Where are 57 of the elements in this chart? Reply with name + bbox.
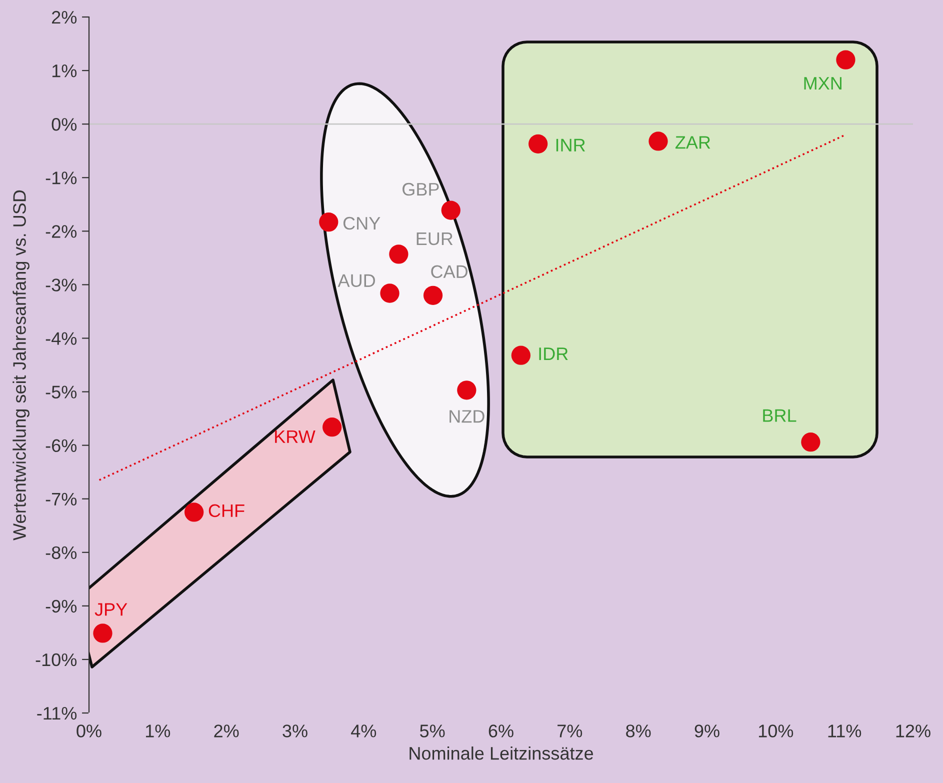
x-tick-label: 2% xyxy=(214,724,239,738)
annotation: EUR xyxy=(416,232,453,246)
y-tick-label: -2% xyxy=(46,225,77,238)
y-tick-label: -10% xyxy=(36,653,77,666)
y-tick-label: -5% xyxy=(46,386,77,398)
x-tick-label: 6% xyxy=(488,724,514,738)
y-tick-label: -9% xyxy=(46,600,77,613)
point xyxy=(511,346,530,365)
y-tick-label: 0% xyxy=(52,118,77,131)
annotation: AUD xyxy=(338,274,376,287)
y-tick-label: -4% xyxy=(46,332,77,345)
annotation: KRW xyxy=(275,430,316,443)
x-tick-label: 11% xyxy=(828,724,862,738)
x-tick-label: 12% xyxy=(896,724,930,738)
x-tick-label: 5% xyxy=(420,724,445,738)
annotation: MXN xyxy=(804,77,842,90)
point xyxy=(93,624,112,643)
point xyxy=(457,380,476,400)
x-tick-label: 8% xyxy=(626,724,651,738)
point xyxy=(319,212,338,232)
point xyxy=(836,50,856,70)
annotation: CNY xyxy=(343,216,380,230)
annotation: ZAR xyxy=(675,136,710,149)
x-tick-label: 9% xyxy=(694,724,720,738)
annotation: BRL xyxy=(763,409,796,422)
point xyxy=(423,286,443,305)
point xyxy=(528,134,548,154)
x-tick-label: 7% xyxy=(558,724,582,738)
x-tick-label: 1% xyxy=(146,724,170,738)
y-tick-label: -1% xyxy=(46,172,77,184)
point xyxy=(184,502,204,522)
x-tick-label: 0% xyxy=(76,724,102,738)
point xyxy=(389,244,408,264)
annotation: JPY xyxy=(94,603,128,616)
point xyxy=(380,284,400,303)
y-tick-label: -8% xyxy=(46,546,77,560)
annotation: GBP xyxy=(402,182,439,196)
point xyxy=(322,418,342,437)
annotation: CHF xyxy=(208,504,244,518)
annotation: IDR xyxy=(539,348,568,360)
annotation: INR xyxy=(556,138,586,152)
y-tick-label: -3% xyxy=(46,278,77,292)
y-tick-label: -7% xyxy=(46,492,77,506)
annotation: NZD xyxy=(450,410,484,423)
x-tick-label: 10% xyxy=(758,724,794,738)
y-tick-label: 2% xyxy=(52,10,77,24)
y-axis-title: Wertentwicklung seit Jahresanfang vs. USD xyxy=(12,190,30,540)
x-tick-label: 3% xyxy=(282,724,308,738)
y-tick-label: -6% xyxy=(46,439,77,452)
point xyxy=(801,432,820,452)
x-axis-title: Nominale Leitzinssätze xyxy=(410,746,594,760)
point xyxy=(441,200,460,220)
y-tick-label: -11% xyxy=(37,707,77,720)
x-tick-label: 4% xyxy=(351,724,376,738)
y-tick-label: 1% xyxy=(52,64,77,78)
annotation: CAD xyxy=(431,265,468,278)
point xyxy=(648,132,668,151)
